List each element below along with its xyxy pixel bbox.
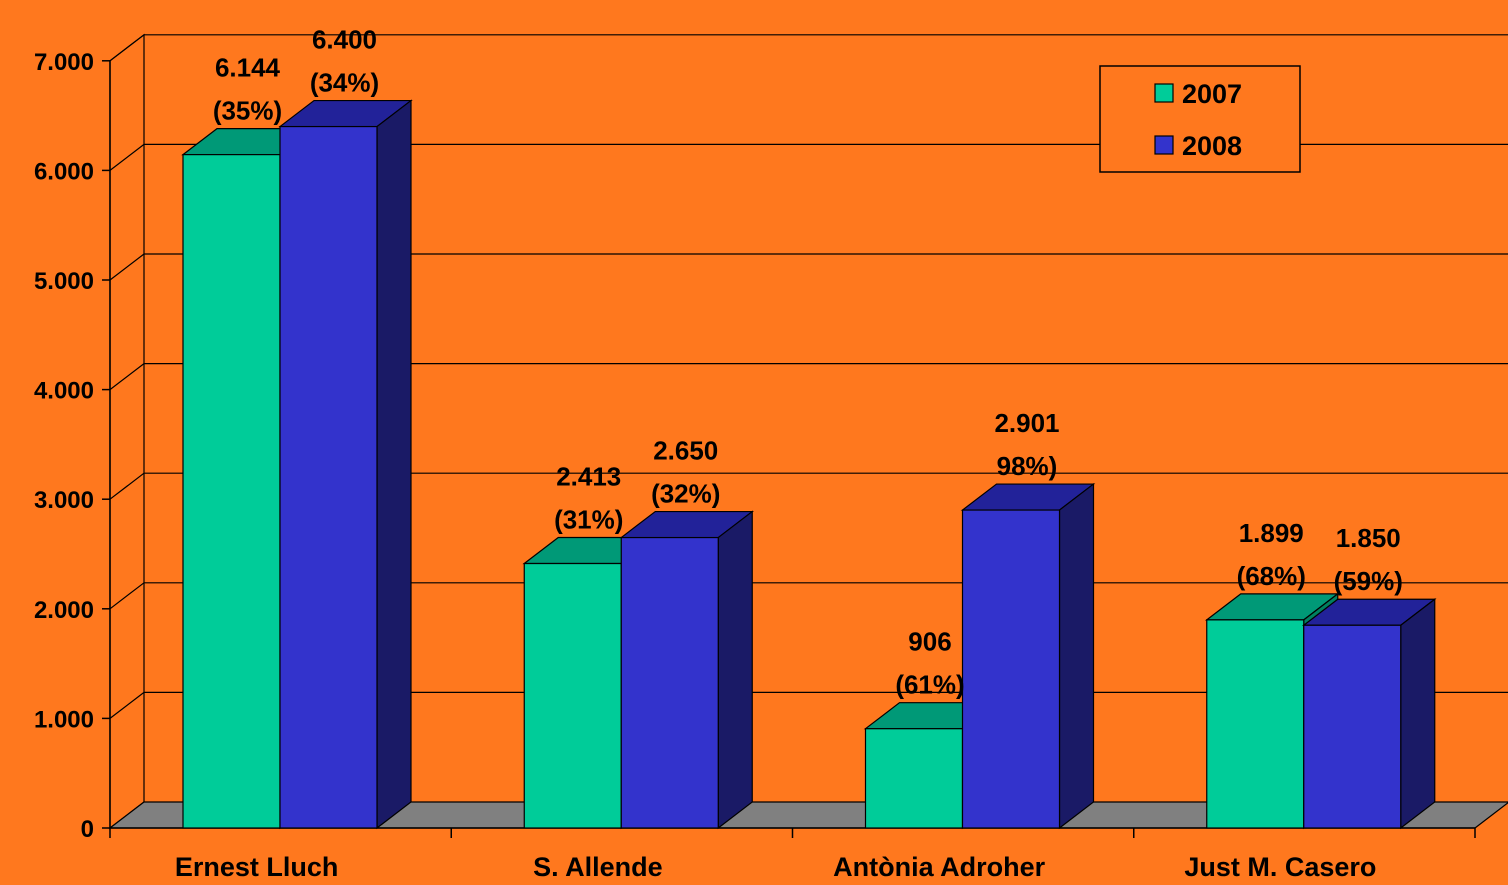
y-tick-label: 6.000	[34, 158, 94, 185]
data-label: (68%)	[1237, 561, 1306, 591]
gridline	[109, 143, 1508, 171]
x-tick-label: S. Allende	[533, 852, 663, 882]
y-tick-label: 1.000	[34, 706, 94, 733]
legend-label-2008: 2008	[1182, 131, 1242, 161]
x-tick-label: Antònia Adroher	[833, 852, 1045, 882]
y-tick-label: 7.000	[34, 49, 94, 76]
data-label: 98%)	[997, 451, 1058, 481]
legend: 2007 2008	[1099, 65, 1301, 173]
data-label: (31%)	[554, 505, 623, 535]
y-tick-label: 0	[81, 816, 94, 843]
bar-2008-2	[619, 510, 755, 830]
bar-2008-1	[278, 99, 413, 830]
x-tick-label: Just M. Casero	[1184, 852, 1376, 882]
gridlines	[109, 34, 1508, 719]
data-label: 6.144	[215, 53, 281, 83]
data-label: 2.650	[653, 436, 718, 466]
data-label: (34%)	[310, 68, 379, 98]
gridline	[109, 253, 1508, 281]
data-label: 2.413	[556, 462, 621, 492]
legend-swatch-2007	[1154, 83, 1174, 103]
data-label: (35%)	[213, 96, 282, 126]
data-label: (61%)	[895, 670, 964, 700]
gridline	[109, 34, 1508, 62]
bar-2008-4	[1301, 598, 1437, 830]
bars	[181, 99, 1437, 830]
data-label: 906	[908, 627, 951, 657]
data-label: (59%)	[1334, 566, 1403, 596]
x-tick-label: Ernest Lluch	[175, 852, 339, 882]
y-tick-label: 2.000	[34, 597, 94, 624]
gridline	[109, 472, 1508, 500]
data-labels: 6.144 (35%) 6.400 (34%) 2.413 (31%) 2.650 (32%)…	[213, 25, 1403, 700]
y-tick-label: 4.000	[34, 378, 94, 405]
legend-swatch-2008	[1154, 135, 1174, 155]
data-label: 1.899	[1239, 518, 1304, 548]
data-label: 1.850	[1336, 523, 1401, 553]
side-wall	[109, 33, 145, 830]
gridline	[109, 363, 1508, 391]
chart-walls	[109, 33, 145, 830]
legend-box	[1099, 65, 1301, 173]
y-tick-label: 5.000	[34, 268, 94, 295]
y-tick-label: 3.000	[34, 487, 94, 514]
legend-label-2007: 2007	[1182, 79, 1242, 109]
data-label: 6.400	[312, 25, 377, 55]
data-label: 2.901	[994, 408, 1059, 438]
bar-2008-3	[960, 482, 1096, 830]
data-label: (32%)	[651, 479, 720, 509]
